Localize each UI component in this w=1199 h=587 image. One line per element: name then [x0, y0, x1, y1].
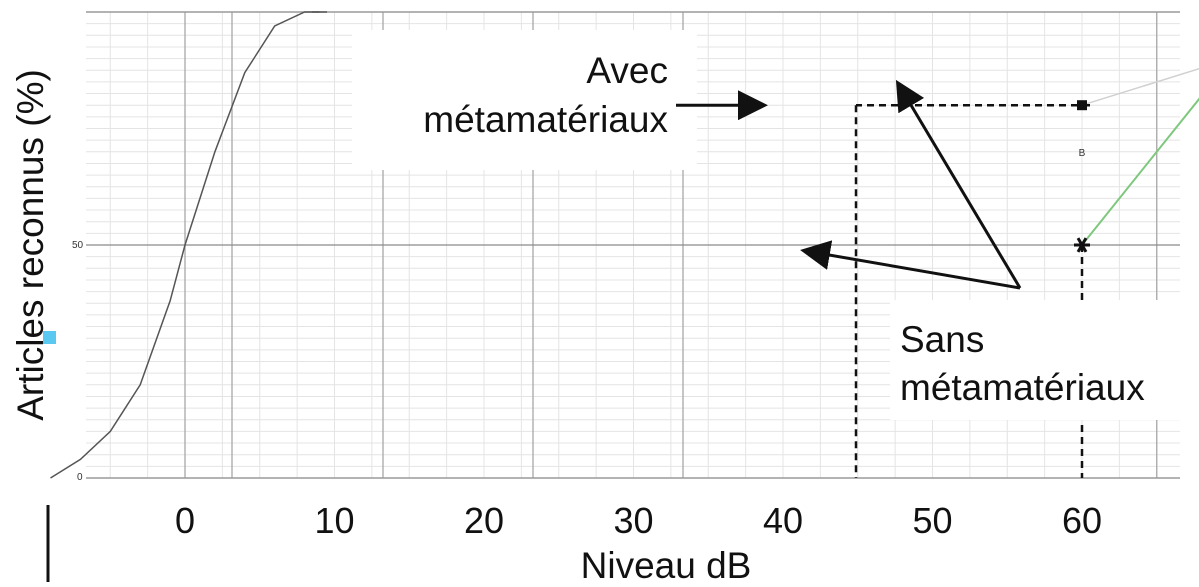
- arrow-sans-bottom: [800, 240, 1021, 290]
- arrow-sans-top: [895, 79, 1022, 289]
- series-layer: B: [50, 11, 1199, 479]
- y-tick-label: 50: [72, 240, 84, 251]
- star-stroke: [1076, 237, 1088, 253]
- y-tick-label: 0: [77, 472, 83, 483]
- cyan-marker: [43, 331, 56, 344]
- annotation-avec-line1: Avec: [586, 50, 668, 91]
- x-tick-label: 60: [1062, 500, 1102, 541]
- curve-series: [50, 11, 320, 479]
- green-line: [1081, 97, 1199, 246]
- x-axis-label: Niveau dB: [581, 545, 752, 586]
- gray-line: [1081, 67, 1199, 106]
- x-tick-label: 40: [763, 500, 803, 541]
- x-tick-label: 0: [175, 500, 195, 541]
- x-tick-label: 50: [912, 500, 952, 541]
- x-tick-label: 20: [464, 500, 504, 541]
- y-tick-labels: 50 0: [72, 240, 84, 483]
- x-tick-label: 30: [613, 500, 653, 541]
- point-label: B: [1079, 148, 1086, 159]
- annotation-avec-line2: métamatériaux: [423, 99, 668, 140]
- annotations-layer: Avec métamatériaux Sans métamatériaux: [43, 30, 1199, 420]
- annotation-sans-line2: métamatériaux: [900, 367, 1145, 408]
- annotation-box: [890, 300, 1199, 420]
- x-tick-label: 10: [314, 500, 354, 541]
- square-marker: [1077, 100, 1087, 111]
- x-tick-labels: 0102030405060708090: [46, 500, 1102, 582]
- annotation-box: [352, 30, 697, 170]
- y-axis-label: Articles reconnus (%): [10, 69, 51, 421]
- annotation-sans-line1: Sans: [900, 319, 984, 360]
- star-marker: [1074, 237, 1090, 253]
